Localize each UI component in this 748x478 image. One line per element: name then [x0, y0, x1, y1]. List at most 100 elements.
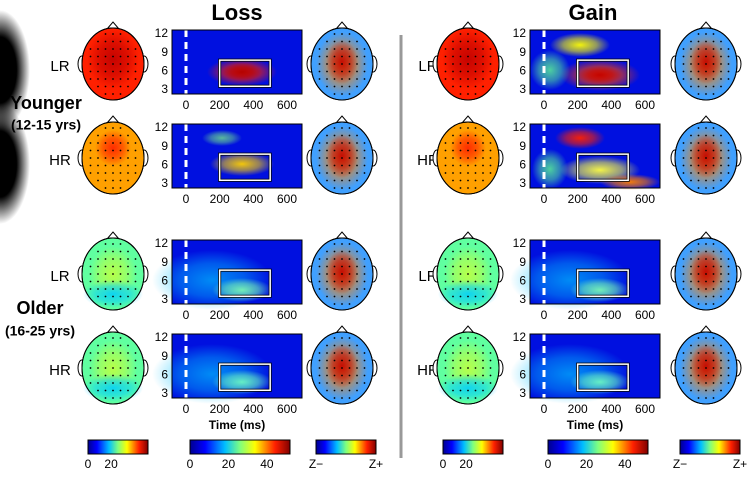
electrode: [112, 85, 114, 88]
electrode: [326, 367, 328, 369]
electrode: [119, 164, 122, 167]
electrode: [348, 295, 351, 298]
electrode: [474, 85, 477, 88]
electrode: [444, 142, 447, 144]
electrode: [97, 85, 99, 88]
electrode: [326, 172, 328, 174]
electrode: [119, 55, 122, 58]
electrode: [348, 280, 351, 283]
electrode: [333, 85, 336, 88]
electrode: [682, 78, 685, 80]
electrode: [482, 359, 484, 362]
electrode: [363, 288, 366, 290]
electrode: [127, 389, 129, 392]
electrode: [720, 48, 722, 50]
electrode: [467, 55, 469, 58]
electrode: [363, 157, 366, 159]
electrode: [482, 382, 484, 384]
electrode: [112, 78, 114, 80]
head-map-blob: [95, 130, 131, 166]
electrode: [333, 337, 336, 339]
electrode: [348, 55, 351, 58]
electrode: [474, 389, 477, 392]
head-map-nose: [106, 231, 120, 240]
tf-blob: [0, 104, 30, 224]
electrode: [119, 258, 122, 260]
electrode: [89, 48, 92, 50]
electrode: [348, 288, 351, 290]
electrode: [705, 295, 707, 298]
electrode: [318, 164, 321, 167]
electrode: [690, 273, 692, 275]
electrode: [690, 149, 692, 152]
electrode: [112, 288, 114, 290]
tf-blob: [202, 130, 242, 146]
electrode: [459, 243, 462, 245]
electrode: [348, 172, 351, 174]
x-tick-label: 200: [210, 308, 230, 322]
electrode: [326, 55, 328, 58]
electrode: [104, 344, 107, 347]
electrode: [119, 344, 122, 347]
electrode: [705, 187, 707, 189]
head-map-outline: [674, 331, 738, 405]
electrode: [712, 172, 715, 174]
head-map-blob: [690, 344, 722, 388]
electrode: [348, 273, 351, 275]
electrode: [474, 265, 477, 268]
electrode: [333, 179, 336, 182]
electrode: [690, 359, 692, 362]
electrode: [127, 250, 129, 253]
colorbar: [315, 439, 377, 455]
electrode: [134, 374, 137, 377]
electrode: [467, 172, 469, 174]
electrode: [682, 258, 685, 260]
electrode: [482, 48, 484, 50]
tf-frame: [171, 123, 303, 189]
electrode: [459, 367, 462, 369]
electrode: [452, 389, 454, 392]
electrode: [112, 63, 114, 65]
electrode: [363, 142, 366, 144]
electrode: [697, 344, 700, 347]
electrode: [333, 164, 336, 167]
x-tick-label: 0: [183, 192, 190, 206]
electrode: [727, 63, 730, 65]
electrode: [705, 352, 707, 354]
electrode: [97, 142, 99, 144]
electrode: [712, 179, 715, 182]
electrode: [474, 164, 477, 167]
electrode: [467, 33, 469, 35]
electrode: [341, 70, 343, 73]
y-tick-label: 12: [513, 120, 527, 134]
tf-frame: [529, 239, 661, 305]
electrode: [89, 258, 92, 260]
electrode: [712, 164, 715, 167]
electrode: [112, 295, 114, 298]
electrode: [127, 273, 129, 275]
x-tick-label: 600: [635, 402, 655, 416]
electrode: [459, 397, 462, 399]
electrode: [482, 273, 484, 275]
x-tick-label: 600: [635, 98, 655, 112]
x-tick-label: 200: [568, 402, 588, 416]
electrode: [682, 63, 685, 65]
electrode: [474, 142, 477, 144]
electrode: [97, 40, 99, 43]
electrode: [482, 134, 484, 137]
electrode: [690, 352, 692, 354]
electrode: [727, 367, 730, 369]
electrode: [690, 40, 692, 43]
electrode: [459, 142, 462, 144]
tf-blob: [550, 33, 610, 57]
electrode: [697, 243, 700, 245]
electrode: [363, 149, 366, 152]
electrode: [727, 273, 730, 275]
electrode: [119, 280, 122, 283]
electrode: [467, 295, 469, 298]
group-label: Younger: [10, 93, 82, 113]
head-map-blob: [87, 29, 139, 89]
electrode: [697, 295, 700, 298]
electrode: [705, 48, 707, 50]
electrode: [474, 55, 477, 58]
